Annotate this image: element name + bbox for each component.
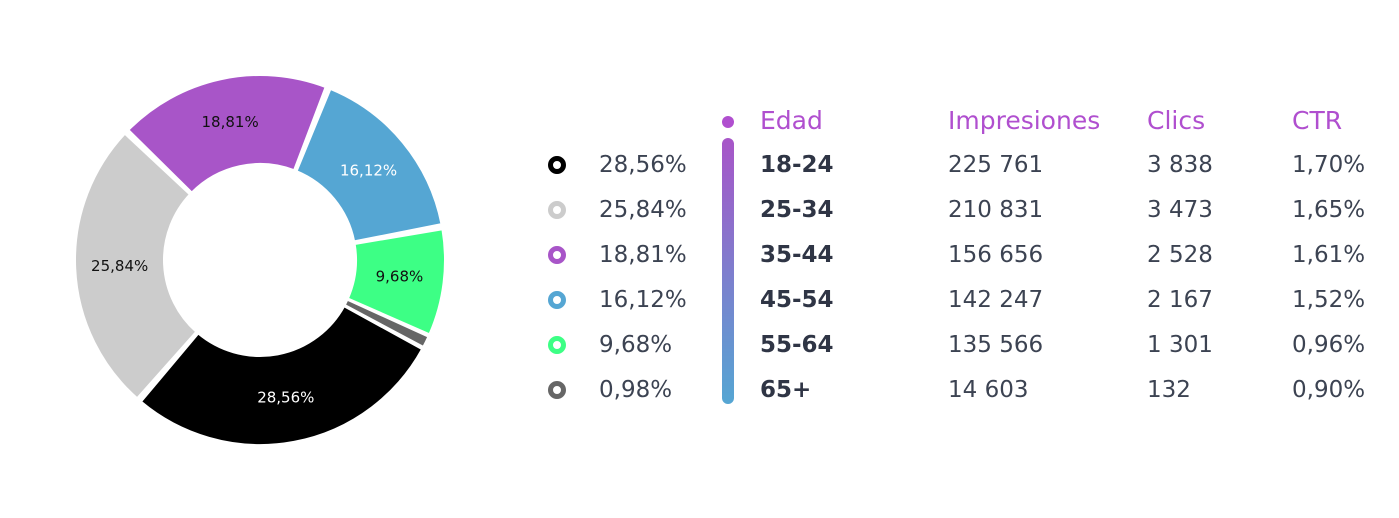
column-header-edad: Edad [760,106,823,135]
age-header-dot-icon [722,116,734,128]
impressions-cell: 210 831 [948,197,1044,223]
clicks-cell: 132 [1147,377,1191,403]
donut-slice [343,298,430,348]
legend-item: 28,56% [545,148,705,193]
age-gradient-bar [722,138,734,404]
table-row: 55-64 135 566 1 301 0,96% [760,328,1390,373]
legend-ring-icon [548,156,566,174]
donut-slice [346,228,446,336]
legend-ring-icon [548,291,566,309]
age-cell: 55-64 [760,332,834,358]
column-header-impresiones: Impresiones [948,106,1101,135]
legend-value: 25,84% [599,197,687,223]
legend-ring-icon [548,201,566,219]
table-row: 65+ 14 603 132 0,90% [760,373,1390,418]
column-header-clics: Clics [1147,106,1206,135]
column-header-ctr: CTR [1292,106,1343,135]
legend-ring-icon [548,336,566,354]
donut-slice [295,87,443,243]
legend: 28,56% 25,84% 18,81% 16,12% 9,68% 0,98% [545,148,705,418]
impressions-cell: 14 603 [948,377,1029,403]
impressions-cell: 142 247 [948,287,1044,313]
clicks-cell: 3 473 [1147,197,1213,223]
table-row: 25-34 210 831 3 473 1,65% [760,193,1390,238]
donut-slice [74,132,198,400]
impressions-cell: 156 656 [948,242,1044,268]
slice-label: 9,68% [376,268,424,286]
impressions-cell: 135 566 [948,332,1044,358]
legend-item: 25,84% [545,193,705,238]
age-cell: 65+ [760,377,812,403]
donut-chart: 28,56% 25,84% 18,81% 16,12% 9,68% [74,74,446,446]
donut-slice [140,305,424,446]
legend-item: 18,81% [545,238,705,283]
age-table: Edad Impresiones Clics CTR 18-24 225 761… [760,104,1390,418]
table-row: 35-44 156 656 2 528 1,61% [760,238,1390,283]
age-cell: 25-34 [760,197,834,223]
legend-value: 16,12% [599,287,687,313]
age-cell: 18-24 [760,152,834,178]
ctr-cell: 0,90% [1292,377,1366,403]
ctr-cell: 1,52% [1292,287,1366,313]
ctr-cell: 1,70% [1292,152,1366,178]
slice-label: 25,84% [91,257,148,275]
clicks-cell: 2 167 [1147,287,1213,313]
age-cell: 35-44 [760,242,834,268]
legend-value: 28,56% [599,152,687,178]
legend-ring-icon [548,246,566,264]
impressions-cell: 225 761 [948,152,1044,178]
table-row: 18-24 225 761 3 838 1,70% [760,148,1390,193]
legend-value: 9,68% [599,332,673,358]
clicks-cell: 1 301 [1147,332,1213,358]
slice-label: 28,56% [257,389,314,407]
legend-item: 0,98% [545,373,705,418]
donut-slice [127,74,327,194]
legend-ring-icon [548,381,566,399]
legend-item: 9,68% [545,328,705,373]
table-row: 45-54 142 247 2 167 1,52% [760,283,1390,328]
ctr-cell: 0,96% [1292,332,1366,358]
table-header: Edad Impresiones Clics CTR [760,104,1390,148]
slice-label: 18,81% [202,113,259,131]
legend-value: 0,98% [599,377,673,403]
clicks-cell: 3 838 [1147,152,1213,178]
legend-item: 16,12% [545,283,705,328]
legend-value: 18,81% [599,242,687,268]
ctr-cell: 1,65% [1292,197,1366,223]
age-cell: 45-54 [760,287,834,313]
ctr-cell: 1,61% [1292,242,1366,268]
clicks-cell: 2 528 [1147,242,1213,268]
slice-label: 16,12% [340,161,397,179]
